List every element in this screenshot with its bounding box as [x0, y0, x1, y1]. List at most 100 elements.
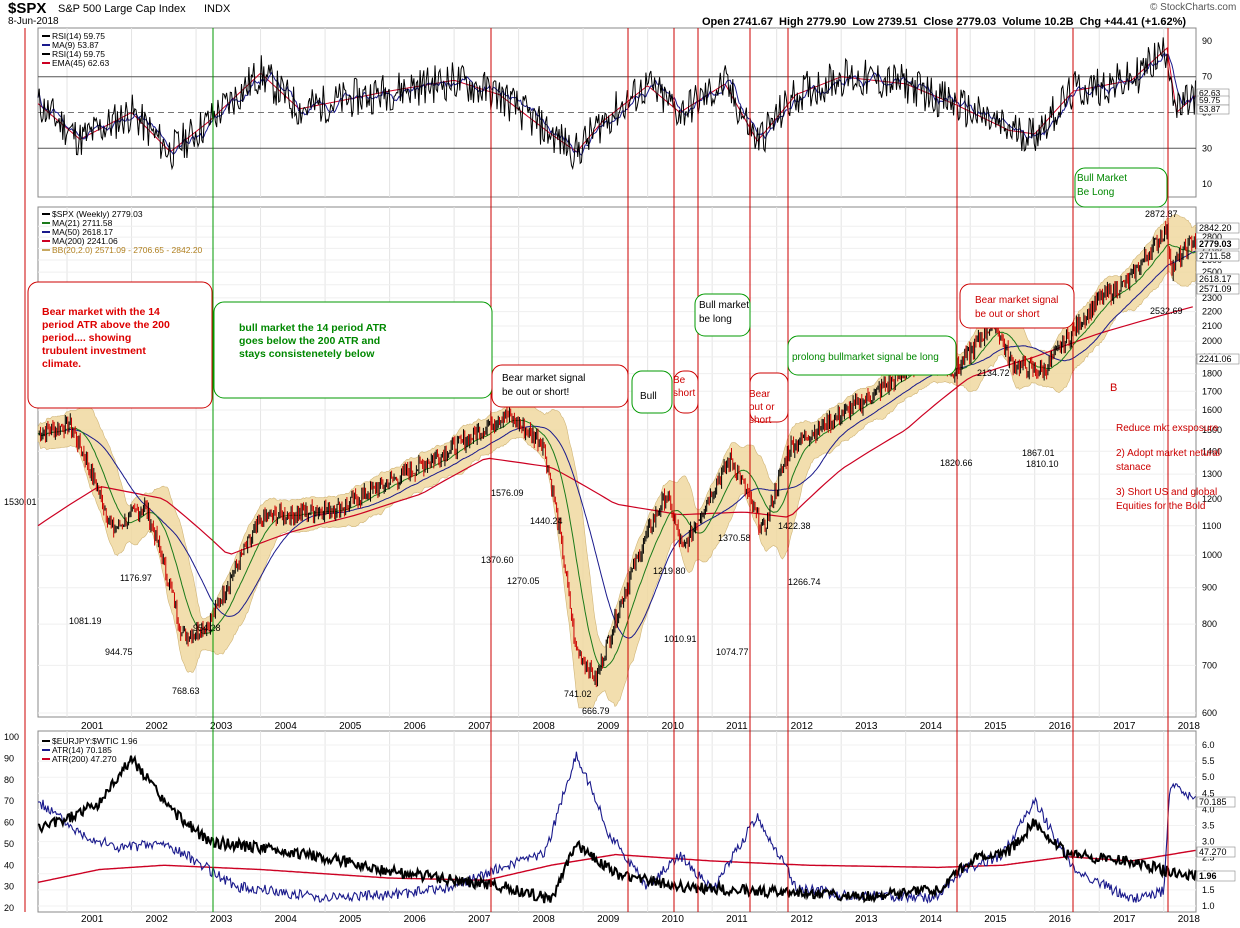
ohlc-readout: Open 2741.67 High 2779.90 Low 2739.51 Cl…: [702, 16, 1187, 28]
eurjpy-wtic-ratio-line: [37, 754, 1197, 904]
price-legend-entry: BB(20,2.0) 2571.09 - 2706.65 - 2842.20: [52, 245, 203, 255]
atr-right-tick: 1.0: [1202, 901, 1215, 911]
value-tag-box: [1196, 283, 1240, 295]
price-tick: 2000: [1202, 336, 1222, 346]
year-label-atr: 2017: [1113, 914, 1136, 925]
year-label-price: 2008: [533, 721, 556, 732]
price-value-tag: 2779.03: [1199, 239, 1232, 249]
year-label-price: 2017: [1113, 721, 1136, 732]
price-tick: 1800: [1202, 369, 1222, 379]
annotation-bull: [631, 370, 673, 414]
atr-legend-entry: ATR(14) 70.185: [52, 745, 112, 755]
ma21-line: [37, 243, 1196, 669]
year-label-price: 2005: [339, 721, 362, 732]
atr-legend-entry: $EURJPY:$WTIC 1.96: [52, 736, 138, 746]
price-annotation: 1081.19: [69, 616, 102, 626]
price-annotation: 1074.77: [716, 647, 749, 657]
annotation-text: out or: [749, 402, 775, 413]
price-annotation: 1530.01: [4, 497, 37, 507]
annotation-prolong-bull: [787, 335, 957, 376]
atr-left-tick: 70: [4, 796, 14, 806]
chart-name: S&P 500 Large Cap Index: [58, 3, 186, 15]
annotation-text: Bull: [640, 391, 657, 402]
annotation-text: 2) Adopt market netural: [1116, 448, 1220, 459]
rsi-legend-entry: RSI(14) 59.75: [52, 49, 105, 59]
year-label-atr: 2005: [339, 914, 362, 925]
annotation-bull-market-long: [1074, 167, 1168, 208]
price-tick: 2500: [1202, 267, 1222, 277]
price-annotation: 944.75: [105, 647, 133, 657]
annotation-bear-atr: [27, 281, 213, 409]
price-annotation: 1176.97: [120, 573, 152, 583]
year-label-atr: 2003: [210, 914, 233, 925]
annotation-bear-signal-1: [491, 364, 629, 408]
year-label-atr: 2001: [81, 914, 104, 925]
price-tick: 1500: [1202, 425, 1222, 435]
annotation-text: Bear market signal: [502, 373, 585, 384]
ma50-line: [37, 250, 1196, 639]
annotation-bull-be-long: [694, 293, 751, 337]
value-tag-box: [1196, 250, 1240, 262]
value-tag-box: [1196, 353, 1240, 365]
annotation-text: Bear market signal: [975, 295, 1058, 306]
annotation-text: stays consistenetely below: [239, 348, 375, 360]
price-annotation: 1010.91: [664, 634, 697, 644]
year-label-price: 2011: [726, 721, 748, 732]
value-tag-box: [1196, 104, 1230, 115]
price-annotation: 2532.69: [1150, 306, 1183, 316]
year-label-price: 2013: [855, 721, 878, 732]
rsi-legend-entry: RSI(14) 59.75: [52, 31, 105, 41]
price-tick: 2300: [1202, 293, 1222, 303]
rsi-tick: 70: [1202, 72, 1212, 82]
year-label-price: 2001: [81, 721, 104, 732]
annotation-text: Reduce mkt exsposure: [1116, 423, 1219, 434]
price-tick: 1400: [1202, 446, 1222, 456]
rsi-value-tag: 59.75: [1199, 95, 1221, 105]
chart-exchange: INDX: [204, 3, 231, 15]
price-tick: 800: [1202, 619, 1217, 629]
year-label-atr: 2013: [855, 914, 878, 925]
price-annotation: 1370.58: [718, 533, 751, 543]
annotation-text: trubulent investment: [42, 345, 146, 357]
year-label-atr: 2009: [597, 914, 620, 925]
value-tag-box: [1196, 870, 1236, 882]
price-tick: 1300: [1202, 469, 1222, 479]
price-annotation: 768.63: [172, 686, 200, 696]
price-value-tag: 2618.17: [1199, 274, 1232, 284]
rsi-value-tag: 53.87: [1199, 104, 1221, 114]
value-tag-box: [1196, 222, 1240, 234]
atr-right-tick: 5.0: [1202, 772, 1215, 782]
atr-left-tick: 30: [4, 882, 14, 892]
year-label-atr: 2011: [726, 914, 748, 925]
annotation-bear-out: [749, 372, 789, 423]
year-label-price: 2018: [1178, 721, 1201, 732]
atr-left-tick: 40: [4, 860, 14, 870]
atr-right-tick: 2.5: [1202, 853, 1215, 863]
ma200-line: [37, 306, 1193, 555]
price-annotation: 666.79: [582, 706, 610, 716]
annotation-bear-signal-2: [959, 283, 1075, 329]
year-label-atr: 2018: [1178, 914, 1201, 925]
price-annotation: 1270.05: [507, 576, 540, 586]
year-label-atr: 2004: [275, 914, 298, 925]
atr-left-tick: 20: [4, 903, 14, 913]
price-tick: 1000: [1202, 550, 1222, 560]
annotation-text: Be: [673, 375, 686, 386]
price-tick: 600: [1202, 708, 1217, 718]
annotation-text: Bear: [749, 389, 771, 400]
atr-right-tick: 4.0: [1202, 804, 1215, 814]
atr-right-tick: 6.0: [1202, 740, 1215, 750]
annotation-text: Bull market: [699, 300, 749, 311]
annotation-text: be out or short: [975, 309, 1040, 320]
price-tick: 2100: [1202, 321, 1222, 331]
year-label-price: 2003: [210, 721, 233, 732]
year-label-price: 2004: [275, 721, 298, 732]
atr-right-tick: 4.5: [1202, 788, 1215, 798]
rsi-value-tag: 62.63: [1199, 88, 1221, 98]
price-annotation: 1370.60: [481, 555, 514, 565]
price-annotation: 1820.66: [940, 458, 973, 468]
atr-left-tick: 50: [4, 839, 14, 849]
price-annotation: 1576.09: [491, 488, 524, 498]
value-tag-box: [1196, 238, 1240, 250]
